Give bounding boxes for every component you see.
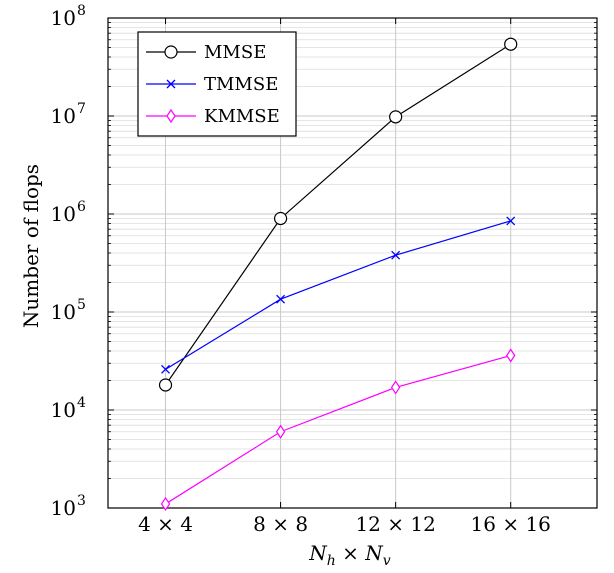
y-tick-label: 10	[51, 398, 76, 422]
legend-item-kmmse: KMMSE	[146, 106, 280, 127]
y-tick-label: 10	[51, 496, 76, 520]
legend-item-tmmse: TMMSE	[146, 74, 278, 95]
y-tick-label: 10	[51, 6, 76, 30]
tmmse-point	[506, 216, 516, 226]
mmse-point	[273, 211, 288, 226]
x-tick-label: 12 × 12	[355, 512, 435, 536]
x-axis-label: Nh × Nv	[308, 541, 391, 569]
tmmse-point	[276, 294, 286, 304]
y-tick-exponent: 6	[77, 199, 86, 215]
series-mmse	[158, 37, 518, 392]
mmse-line	[165, 43, 512, 386]
legend-label: MMSE	[204, 42, 266, 63]
y-tick-label: 10	[51, 104, 76, 128]
plot-frame	[107, 17, 598, 509]
tmmse-line	[165, 220, 511, 370]
kmmse-point	[160, 496, 171, 512]
kmmse-line	[165, 354, 511, 505]
legend: MMSE TMMSE KMMSE	[137, 31, 297, 137]
y-tick-exponent: 3	[77, 493, 86, 509]
tmmse-point	[161, 364, 170, 374]
y-tick-exponent: 8	[77, 3, 86, 19]
x-tick-label: 4 × 4	[138, 512, 193, 536]
y-axis-label: Number of flops	[19, 164, 43, 328]
series-kmmse	[160, 348, 516, 512]
legend-marker	[166, 108, 176, 124]
legend-marker	[164, 45, 178, 59]
y-tick-label: 10	[51, 300, 76, 324]
y-tick-exponent: 7	[77, 101, 86, 117]
legend-item-mmse: MMSE	[146, 42, 266, 63]
mmse-point	[504, 37, 518, 51]
mmse-point	[158, 378, 173, 392]
kmmse-point	[390, 380, 401, 395]
kmmse-point	[275, 424, 286, 439]
y-tick-exponent: 5	[77, 297, 86, 313]
mmse-point	[389, 110, 403, 124]
series-tmmse	[161, 216, 516, 374]
tmmse-point	[391, 250, 401, 260]
legend-label: TMMSE	[204, 74, 278, 95]
kmmse-point	[505, 348, 516, 363]
y-tick-exponent: 4	[77, 395, 86, 411]
x-tick-label: 8 × 8	[253, 512, 308, 536]
x-tick-label: 16 × 16	[471, 512, 551, 536]
series	[158, 37, 518, 512]
legend-marker	[166, 79, 176, 89]
y-tick-label: 10	[51, 202, 76, 226]
legend-label: KMMSE	[204, 106, 280, 127]
x-axis-ticks: 4 × 4 8 × 8 12 × 12 16 × 16	[138, 18, 551, 536]
